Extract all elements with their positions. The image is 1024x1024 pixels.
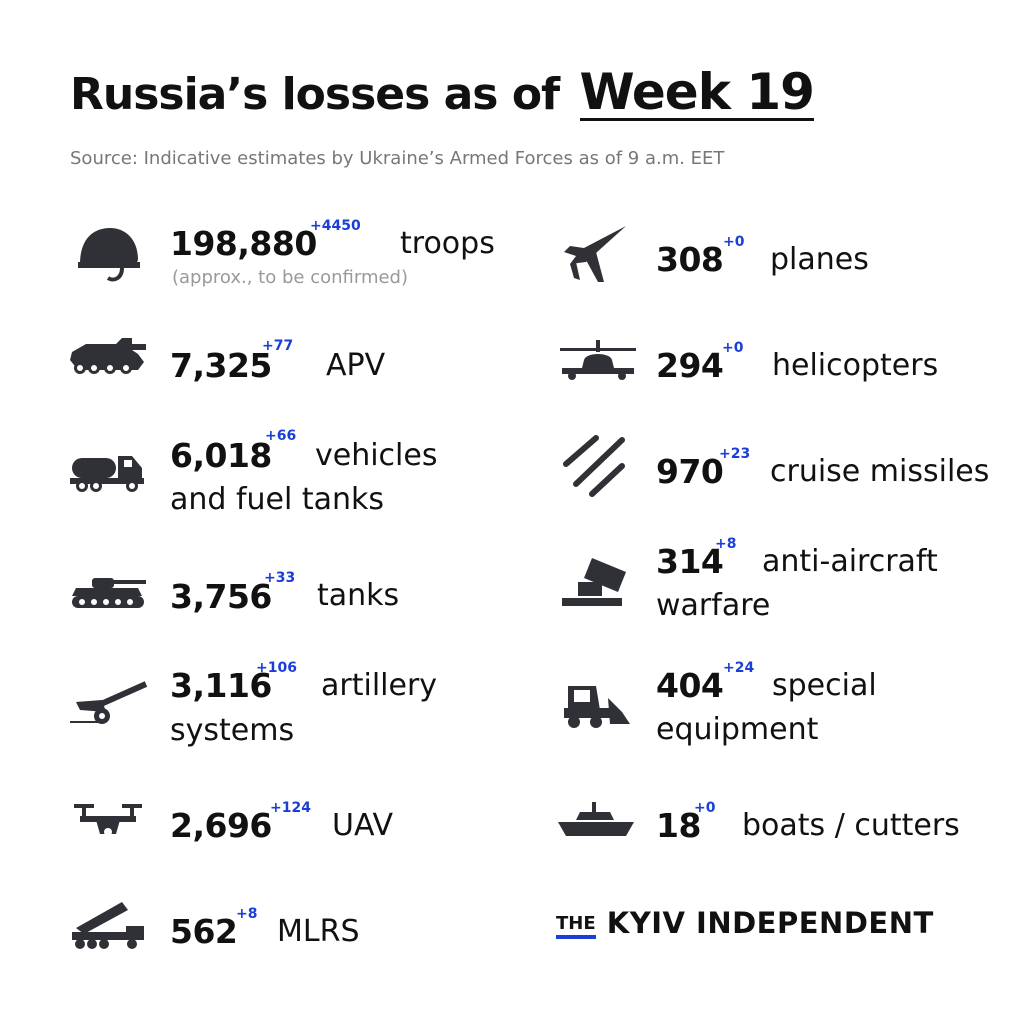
artillery-delta: +106 — [256, 660, 297, 676]
vehicles-label-line2: and fuel tanks — [170, 482, 385, 517]
cruise-missiles-delta: +23 — [719, 446, 751, 462]
missiles-icon — [556, 434, 640, 498]
kyiv-independent-logo: THE KYIV INDEPENDENT — [556, 906, 934, 940]
anti-aircraft-label-line2: warfare — [656, 588, 771, 623]
planes-value: 308 — [656, 240, 724, 279]
uav-value: 2,696 — [170, 806, 272, 845]
planes-delta: +0 — [723, 234, 745, 250]
special-equipment-label-line2: equipment — [656, 712, 819, 747]
soldier-helmet-icon — [66, 220, 150, 284]
tanks-value: 3,756 — [170, 577, 272, 616]
drone-icon — [66, 796, 150, 860]
apv-label: APV — [326, 348, 386, 383]
title-week: Week 19 — [579, 63, 815, 121]
cruise-missiles-label: cruise missiles — [770, 454, 990, 489]
artillery-value: 3,116 — [170, 666, 272, 705]
helicopters-delta: +0 — [722, 340, 744, 356]
boats-delta: +0 — [694, 800, 716, 816]
tanks-label: tanks — [317, 578, 400, 613]
artillery-gun-icon — [66, 680, 150, 744]
anti-aircraft-delta: +8 — [715, 536, 737, 552]
title-prefix: Russia’s losses as of — [70, 69, 560, 120]
page-title: Russia’s losses as of Week 19 — [70, 63, 815, 121]
armored-vehicle-icon — [66, 330, 150, 394]
mlrs-value: 562 — [170, 912, 238, 951]
troops-note: (approx., to be confirmed) — [172, 267, 408, 288]
source-note: Source: Indicative estimates by Ukraine’… — [70, 148, 725, 169]
rocket-launcher-icon — [66, 898, 150, 962]
troops-value: 198,880 — [170, 224, 317, 263]
fuel-truck-icon — [66, 442, 150, 506]
boats-value: 18 — [656, 806, 701, 845]
helicopters-label: helicopters — [772, 348, 939, 383]
helicopters-value: 294 — [656, 346, 724, 385]
anti-aircraft-label-line1: anti-aircraft — [762, 544, 938, 579]
troops-label: troops — [400, 226, 495, 261]
helicopter-icon — [556, 332, 640, 396]
planes-label: planes — [770, 242, 869, 277]
anti-aircraft-value: 314 — [656, 542, 724, 581]
vehicles-label-line1: vehicles — [315, 438, 438, 473]
tanks-delta: +33 — [264, 570, 296, 586]
artillery-label-line2: systems — [170, 713, 295, 748]
logo-the: THE — [556, 913, 596, 939]
uav-label: UAV — [332, 808, 394, 843]
mlrs-delta: +8 — [236, 906, 258, 922]
apv-delta: +77 — [262, 338, 294, 354]
logo-name: KYIV INDEPENDENT — [606, 906, 934, 940]
boats-label: boats / cutters — [742, 808, 960, 843]
vehicles-value: 6,018 — [170, 436, 272, 475]
special-equipment-label-line1: special — [772, 668, 877, 703]
artillery-label-line1: artillery — [321, 668, 438, 703]
mlrs-label: MLRS — [277, 914, 360, 949]
special-equipment-delta: +24 — [723, 660, 755, 676]
cruise-missiles-value: 970 — [656, 452, 724, 491]
apv-value: 7,325 — [170, 346, 272, 385]
uav-delta: +124 — [270, 800, 311, 816]
troops-delta: +4450 — [310, 218, 361, 234]
anti-aircraft-icon — [556, 548, 640, 612]
fighter-jet-icon — [556, 222, 640, 286]
vehicles-delta: +66 — [265, 428, 297, 444]
tank-icon — [66, 566, 150, 630]
warship-icon — [556, 796, 640, 860]
special-equipment-value: 404 — [656, 666, 724, 705]
skid-steer-loader-icon — [556, 678, 640, 742]
